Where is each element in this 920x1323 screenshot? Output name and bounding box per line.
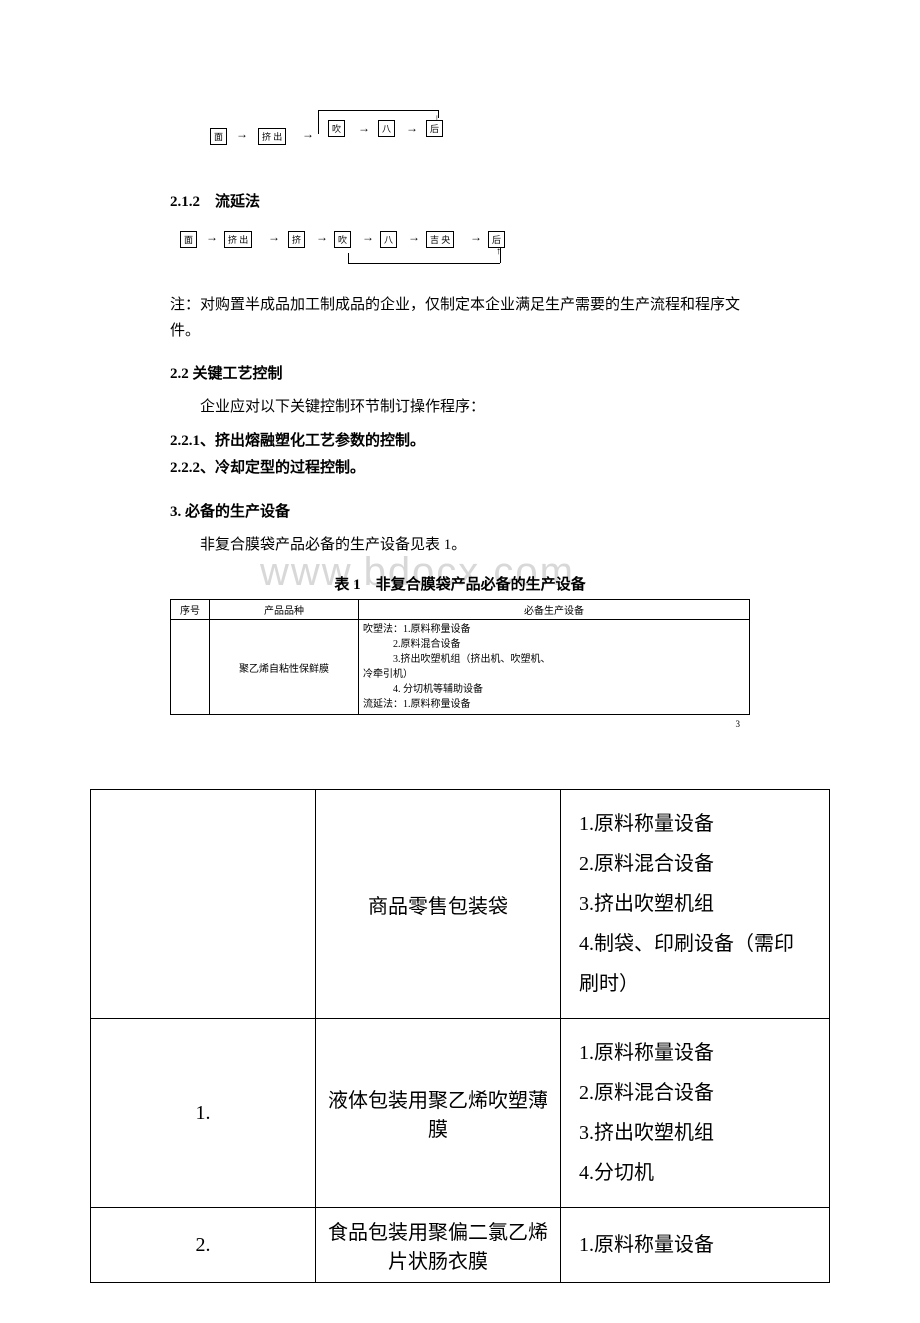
arrow-icon: →	[408, 231, 420, 243]
table2-r0-c2: 商品零售包装袋	[316, 790, 561, 1019]
note-text: 注：对购置半成品加工制成品的企业，仅制定本企业满足生产需要的生产流程和程序文件。	[170, 293, 750, 344]
heading-212: 2.1.2 流延法	[170, 190, 750, 211]
flow2-box-3: 吹	[334, 231, 351, 248]
table-2: 商品零售包装袋 1.原料称量设备 2.原料混合设备 3.挤出吹塑机组 4.制袋、…	[90, 789, 830, 1283]
table-1: 序号 产品品种 必备生产设备 聚乙烯自粘性保鲜膜 吹塑法：1.原料称量设备 2.…	[170, 599, 750, 715]
table2-r0-c3: 1.原料称量设备 2.原料混合设备 3.挤出吹塑机组 4.制袋、印刷设备（需印刷…	[561, 790, 830, 1019]
table1-header-equip: 必备生产设备	[359, 600, 750, 620]
para-3: 非复合膜袋产品必备的生产设备见表 1。	[170, 533, 750, 559]
arrow-icon: →	[362, 231, 374, 243]
table-row: 序号 产品品种 必备生产设备	[171, 600, 750, 620]
table-row: 1. 液体包装用聚乙烯吹塑薄膜 1.原料称量设备 2.原料混合设备 3.挤出吹塑…	[91, 1019, 830, 1208]
table1-cell-prod: 聚乙烯自粘性保鲜膜	[210, 620, 359, 715]
arrow-icon: →	[236, 128, 248, 140]
flow1-box-1: 挤 出	[258, 128, 286, 145]
arrow-icon: →	[358, 122, 370, 134]
table1-cell-seq	[171, 620, 210, 715]
table1-caption: 表 1 非复合膜袋产品必备的生产设备	[170, 573, 750, 594]
table2-r2-c1: 2.	[91, 1208, 316, 1283]
page-number: 3	[170, 719, 750, 729]
table1-header-seq: 序号	[171, 600, 210, 620]
flow1-box-3: 八	[378, 120, 395, 137]
table1-cell-equip: 吹塑法：1.原料称量设备 2.原料混合设备 3.挤出吹塑机组（挤出机、吹塑机、 …	[359, 620, 750, 715]
table2-r1-c1: 1.	[91, 1019, 316, 1208]
arrow-up-icon: ↑	[496, 247, 501, 257]
arrow-icon: →	[470, 231, 482, 243]
arrow-icon: →	[302, 128, 314, 140]
heading-3: 3. 必备的生产设备	[170, 500, 750, 521]
flow1-box-0: 面	[210, 128, 227, 145]
table-row: 商品零售包装袋 1.原料称量设备 2.原料混合设备 3.挤出吹塑机组 4.制袋、…	[91, 790, 830, 1019]
flow2-box-2: 挤	[288, 231, 305, 248]
arrow-icon: →	[316, 231, 328, 243]
flow-diagram-1: 面 → 挤 出 → ↓ 吹 → 八 → 后	[210, 100, 750, 160]
flow1-box-2: 吹	[328, 120, 345, 137]
table2-r2-c2: 食品包装用聚偏二氯乙烯片状肠衣膜	[316, 1208, 561, 1283]
item-221: 2.2.1、挤出熔融塑化工艺参数的控制。	[170, 429, 750, 455]
heading-22: 2.2 关键工艺控制	[170, 362, 750, 383]
arrow-icon: →	[406, 122, 418, 134]
table2-r0-c1	[91, 790, 316, 1019]
arrow-icon: →	[206, 231, 218, 243]
arrow-icon: →	[268, 231, 280, 243]
table2-r1-c3: 1.原料称量设备 2.原料混合设备 3.挤出吹塑机组 4.分切机	[561, 1019, 830, 1208]
table2-r1-c2: 液体包装用聚乙烯吹塑薄膜	[316, 1019, 561, 1208]
flow1-box-4: 后	[426, 120, 443, 137]
table-row: 聚乙烯自粘性保鲜膜 吹塑法：1.原料称量设备 2.原料混合设备 3.挤出吹塑机组…	[171, 620, 750, 715]
flow2-box-0: 面	[180, 231, 197, 248]
flow2-box-4: 八	[380, 231, 397, 248]
table1-header-prod: 产品品种	[210, 600, 359, 620]
item-222: 2.2.2、冷却定型的过程控制。	[170, 456, 750, 482]
flow2-box-5: 吉 央	[426, 231, 454, 248]
flow2-box-1: 挤 出	[224, 231, 252, 248]
para-22: 企业应对以下关键控制环节制订操作程序：	[170, 395, 750, 421]
table2-r2-c3: 1.原料称量设备	[561, 1208, 830, 1283]
flow-diagram-2: 面 → 挤 出 → 挤 → 吹 → 八 → 吉 央 → 后 ↑	[170, 223, 750, 273]
table-row: 2. 食品包装用聚偏二氯乙烯片状肠衣膜 1.原料称量设备	[91, 1208, 830, 1283]
